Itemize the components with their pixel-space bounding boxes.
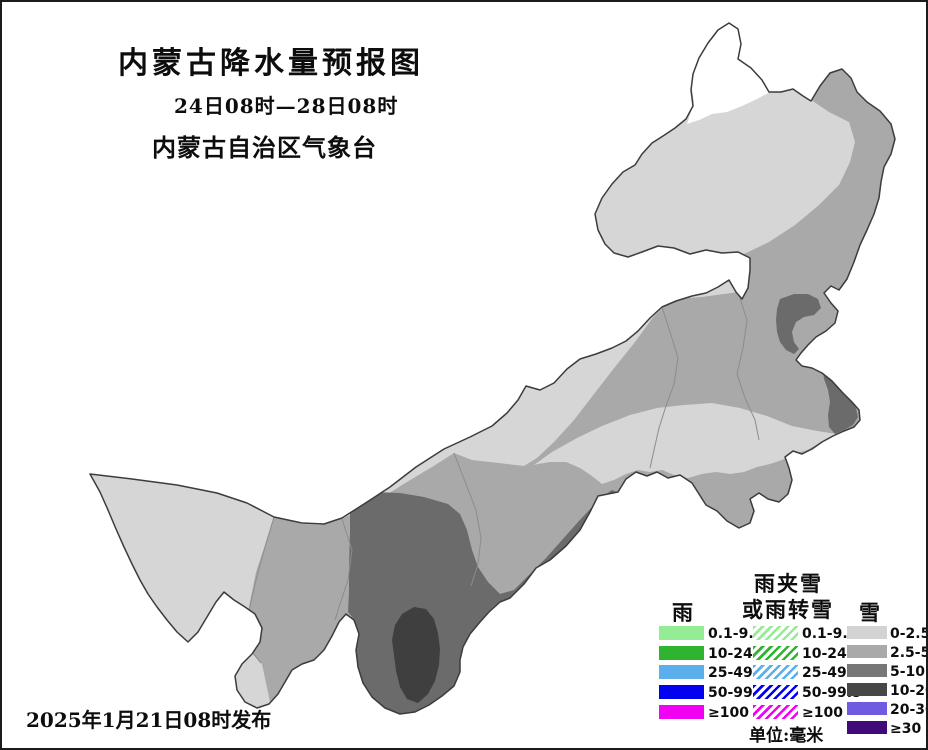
legend-swatch-rain-≥100 — [659, 705, 704, 719]
page-title: 内蒙古降水量预报图 — [118, 46, 424, 81]
legend-header-sleet-line2: 或雨转雪 — [742, 597, 834, 622]
internal-boundary-4 — [649, 306, 679, 469]
legend-label-sleet-50-99.9: 50-99.9 — [802, 685, 862, 701]
zone-no-precip-north-tip — [687, 23, 770, 124]
internal-boundary-3 — [453, 452, 482, 587]
legend-label-rain-50-99.9: 50-99.9 — [708, 685, 768, 701]
legend-label-sleet-≥100: ≥100 — [802, 705, 843, 721]
legend-label-rain-0.1-9.9: 0.1-9.9 — [708, 626, 764, 642]
issue-time: 2025年1月21日08时发布 — [26, 708, 272, 732]
legend-swatch-sleet-0.1-9.9 — [753, 626, 798, 640]
internal-boundary-5 — [736, 291, 760, 441]
legend-label-snow-10-20: 10-20 — [890, 683, 926, 699]
legend-swatch-snow-0-2.5 — [847, 626, 887, 639]
legend-swatch-sleet-50-99.9 — [753, 685, 798, 699]
agency-name: 内蒙古自治区气象台 — [152, 133, 377, 162]
legend-swatch-rain-0.1-9.9 — [659, 626, 704, 640]
legend-swatch-sleet-25-49.9 — [753, 665, 798, 679]
legend-label-snow-2.5-5: 2.5-5 — [890, 645, 928, 661]
zone-snow-5-10-southeast-strip — [823, 366, 858, 434]
legend-label-snow-20-30: 20-30 — [890, 702, 926, 718]
legend-swatch-sleet-≥100 — [753, 705, 798, 719]
legend-label-snow-≥30: ≥30 — [890, 721, 922, 737]
zone-snow-0-2.5-south-center-patch — [534, 403, 837, 484]
legend-label-snow-0-2.5: 0-2.5 — [890, 626, 928, 642]
legend-header-rain: 雨 — [672, 600, 695, 625]
zone-snow-5-10-northeast-hook — [776, 294, 821, 354]
legend-swatch-snow-≥30 — [847, 721, 887, 734]
forecast-period: 24日08时—28日08时 — [174, 94, 399, 118]
internal-boundary-2 — [334, 518, 353, 621]
legend-label-rain-10-24.9: 10-24.9 — [708, 646, 768, 662]
zone-snow-10-20-core — [392, 607, 440, 703]
legend-swatch-rain-10-24.9 — [659, 646, 704, 660]
province-outline — [89, 22, 896, 715]
legend-swatch-rain-50-99.9 — [659, 685, 704, 699]
legend-label-rain-25-49.9: 25-49.9 — [708, 665, 768, 681]
legend-swatch-snow-10-20 — [847, 683, 887, 696]
legend-swatch-snow-20-30 — [847, 702, 887, 715]
legend-header-snow: 雪 — [859, 600, 882, 625]
legend-label-snow-5-10: 5-10 — [890, 664, 926, 680]
legend-swatch-rain-25-49.9 — [659, 665, 704, 679]
legend-swatch-sleet-10-24.9 — [753, 646, 798, 660]
legend-swatch-snow-2.5-5 — [847, 645, 887, 658]
legend-label-sleet-25-49.9: 25-49.9 — [802, 665, 862, 681]
legend-label-rain-≥100: ≥100 — [708, 705, 749, 721]
legend-header-sleet-line1: 雨夹雪 — [754, 571, 823, 596]
legend-swatch-snow-5-10 — [847, 664, 887, 677]
legend-unit-label: 单位:毫米 — [749, 726, 824, 746]
legend-label-sleet-0.1-9.9: 0.1-9.9 — [802, 626, 858, 642]
legend-label-sleet-10-24.9: 10-24.9 — [802, 646, 862, 662]
